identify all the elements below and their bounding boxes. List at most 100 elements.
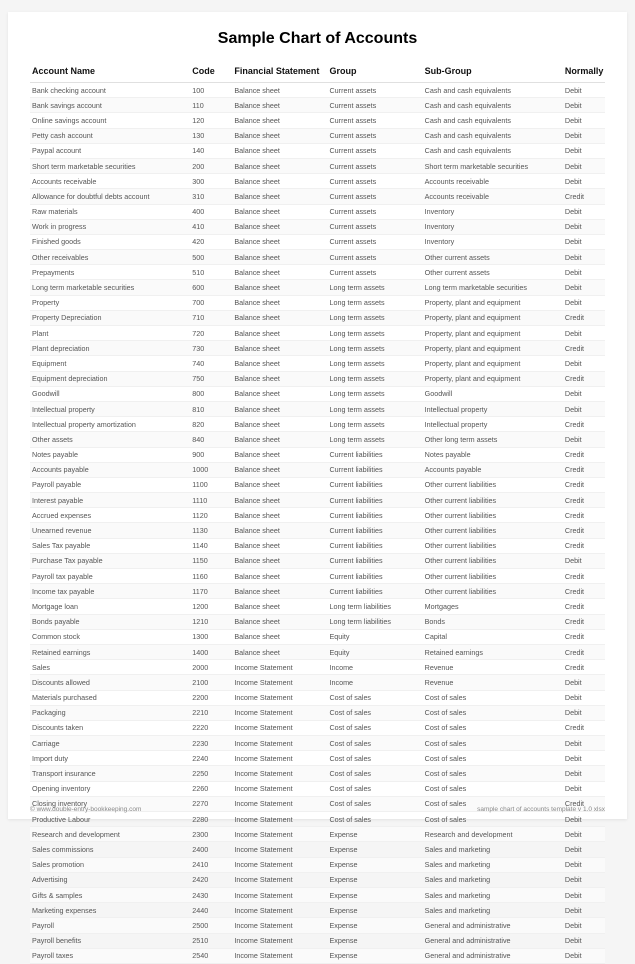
cell-norm: Debit bbox=[563, 690, 605, 705]
footer-right: sample chart of accounts template v 1.0 … bbox=[477, 806, 605, 813]
cell-fs: Balance sheet bbox=[232, 599, 327, 614]
table-row: Advertising2420Income StatementExpenseSa… bbox=[30, 872, 605, 887]
cell-sub: Other long term assets bbox=[423, 432, 563, 447]
cell-code: 100 bbox=[190, 83, 232, 98]
cell-fs: Income Statement bbox=[232, 903, 327, 918]
cell-sub: Other current liabilities bbox=[423, 553, 563, 568]
cell-fs: Balance sheet bbox=[232, 553, 327, 568]
table-row: Raw materials400Balance sheetCurrent ass… bbox=[30, 204, 605, 219]
cell-norm: Debit bbox=[563, 265, 605, 280]
cell-name: Discounts taken bbox=[30, 720, 190, 735]
cell-norm: Debit bbox=[563, 174, 605, 189]
cell-group: Current liabilities bbox=[327, 538, 422, 553]
cell-norm: Credit bbox=[563, 493, 605, 508]
cell-norm: Debit bbox=[563, 401, 605, 416]
cell-group: Cost of sales bbox=[327, 781, 422, 796]
cell-name: Carriage bbox=[30, 736, 190, 751]
cell-sub: Property, plant and equipment bbox=[423, 356, 563, 371]
cell-norm: Debit bbox=[563, 83, 605, 98]
cell-name: Payroll benefits bbox=[30, 933, 190, 948]
cell-code: 500 bbox=[190, 250, 232, 265]
cell-name: Payroll payable bbox=[30, 477, 190, 492]
cell-sub: Bonds bbox=[423, 614, 563, 629]
cell-group: Current liabilities bbox=[327, 447, 422, 462]
cell-group: Expense bbox=[327, 903, 422, 918]
cell-sub: Revenue bbox=[423, 675, 563, 690]
table-row: Discounts allowed2100Income StatementInc… bbox=[30, 675, 605, 690]
table-row: Discounts taken2220Income StatementCost … bbox=[30, 720, 605, 735]
cell-name: Bank savings account bbox=[30, 98, 190, 113]
cell-sub: Other current assets bbox=[423, 250, 563, 265]
table-row: Carriage2230Income StatementCost of sale… bbox=[30, 736, 605, 751]
footer-left: © www.double-entry-bookkeeping.com bbox=[30, 806, 141, 813]
cell-code: 730 bbox=[190, 341, 232, 356]
cell-group: Current assets bbox=[327, 143, 422, 158]
table-row: Unearned revenue1130Balance sheetCurrent… bbox=[30, 523, 605, 538]
cell-fs: Balance sheet bbox=[232, 447, 327, 462]
col-header-name: Account Name bbox=[30, 62, 190, 83]
cell-sub: Capital bbox=[423, 629, 563, 644]
cell-sub: Property, plant and equipment bbox=[423, 310, 563, 325]
table-row: Transport insurance2250Income StatementC… bbox=[30, 766, 605, 781]
cell-group: Current assets bbox=[327, 174, 422, 189]
cell-code: 2240 bbox=[190, 751, 232, 766]
cell-name: Sales promotion bbox=[30, 857, 190, 872]
table-row: Import duty2240Income StatementCost of s… bbox=[30, 751, 605, 766]
cell-code: 2100 bbox=[190, 675, 232, 690]
cell-group: Cost of sales bbox=[327, 736, 422, 751]
cell-code: 2440 bbox=[190, 903, 232, 918]
cell-code: 600 bbox=[190, 280, 232, 295]
cell-norm: Debit bbox=[563, 827, 605, 842]
cell-sub: Retained earnings bbox=[423, 644, 563, 659]
cell-code: 300 bbox=[190, 174, 232, 189]
cell-sub: Property, plant and equipment bbox=[423, 341, 563, 356]
cell-group: Long term assets bbox=[327, 356, 422, 371]
cell-norm: Debit bbox=[563, 128, 605, 143]
cell-name: Equipment bbox=[30, 356, 190, 371]
cell-code: 900 bbox=[190, 447, 232, 462]
cell-sub: Mortgages bbox=[423, 599, 563, 614]
cell-norm: Debit bbox=[563, 751, 605, 766]
table-row: Payroll2500Income StatementExpenseGenera… bbox=[30, 918, 605, 933]
cell-sub: Cost of sales bbox=[423, 705, 563, 720]
cell-fs: Income Statement bbox=[232, 887, 327, 902]
cell-code: 420 bbox=[190, 234, 232, 249]
cell-code: 140 bbox=[190, 143, 232, 158]
cell-name: Accounts payable bbox=[30, 462, 190, 477]
cell-fs: Income Statement bbox=[232, 857, 327, 872]
table-row: Sales commissions2400Income StatementExp… bbox=[30, 842, 605, 857]
cell-fs: Balance sheet bbox=[232, 204, 327, 219]
cell-norm: Credit bbox=[563, 189, 605, 204]
cell-fs: Balance sheet bbox=[232, 386, 327, 401]
cell-norm: Debit bbox=[563, 766, 605, 781]
cell-code: 2000 bbox=[190, 660, 232, 675]
table-row: Finished goods420Balance sheetCurrent as… bbox=[30, 234, 605, 249]
cell-norm: Debit bbox=[563, 386, 605, 401]
table-row: Payroll benefits2510Income StatementExpe… bbox=[30, 933, 605, 948]
cell-norm: Credit bbox=[563, 720, 605, 735]
cell-fs: Income Statement bbox=[232, 933, 327, 948]
cell-name: Intellectual property bbox=[30, 401, 190, 416]
cell-fs: Income Statement bbox=[232, 827, 327, 842]
cell-name: Short term marketable securities bbox=[30, 158, 190, 173]
cell-sub: Cash and cash equivalents bbox=[423, 128, 563, 143]
cell-name: Other receivables bbox=[30, 250, 190, 265]
table-row: Sales promotion2410Income StatementExpen… bbox=[30, 857, 605, 872]
cell-fs: Balance sheet bbox=[232, 493, 327, 508]
cell-code: 2410 bbox=[190, 857, 232, 872]
table-row: Property Depreciation710Balance sheetLon… bbox=[30, 310, 605, 325]
cell-sub: Other current liabilities bbox=[423, 477, 563, 492]
cell-sub: Cash and cash equivalents bbox=[423, 113, 563, 128]
cell-sub: Other current liabilities bbox=[423, 569, 563, 584]
cell-group: Current liabilities bbox=[327, 508, 422, 523]
cell-code: 2280 bbox=[190, 812, 232, 827]
table-row: Productive Labour2280Income StatementCos… bbox=[30, 812, 605, 827]
cell-norm: Credit bbox=[563, 447, 605, 462]
table-row: Petty cash account130Balance sheetCurren… bbox=[30, 128, 605, 143]
cell-sub: Cash and cash equivalents bbox=[423, 143, 563, 158]
cell-norm: Debit bbox=[563, 872, 605, 887]
cell-norm: Credit bbox=[563, 508, 605, 523]
cell-group: Long term assets bbox=[327, 432, 422, 447]
cell-group: Current assets bbox=[327, 250, 422, 265]
table-row: Materials purchased2200Income StatementC… bbox=[30, 690, 605, 705]
